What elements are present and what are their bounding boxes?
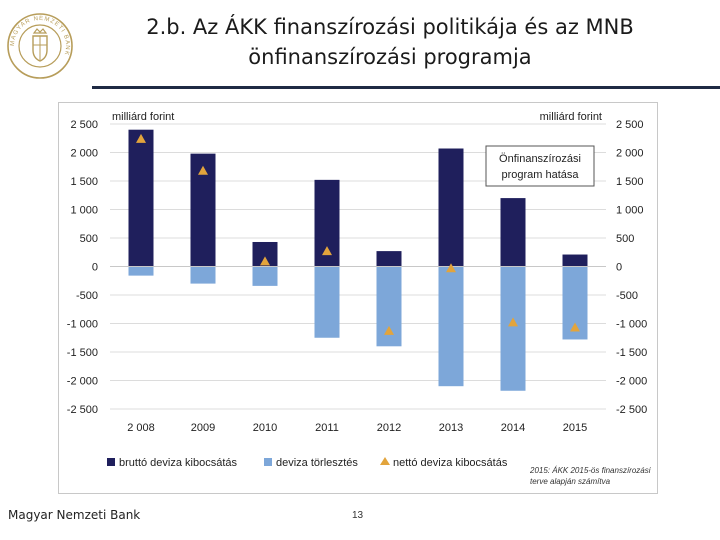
x-tick-label: 2010 xyxy=(253,422,277,434)
legend-label-repayment: deviza törlesztés xyxy=(276,457,358,469)
bar-repayment xyxy=(128,266,154,276)
y-tick-label-right: 0 xyxy=(616,262,622,274)
x-tick-label: 2011 xyxy=(315,422,339,434)
legend-label-gross: bruttó deviza kibocsátás xyxy=(119,457,238,469)
y-tick-label-right: 1 500 xyxy=(616,176,644,188)
y-tick-label-right: -1 500 xyxy=(616,347,647,359)
y-tick-label-left: 0 xyxy=(92,262,98,274)
y-tick-label-right: 500 xyxy=(616,233,634,245)
bar-gross-issuance xyxy=(562,254,588,267)
y-tick-label-left: -1 000 xyxy=(67,319,98,331)
slide-title-line-2: önfinanszírozási programja xyxy=(248,45,532,69)
callout-box xyxy=(485,145,595,187)
slide-title: 2.b. Az ÁKK finanszírozási politikája és… xyxy=(90,12,690,72)
y-tick-label-right: 2 500 xyxy=(616,119,644,131)
bar-gross-issuance xyxy=(500,198,526,267)
bar-repayment xyxy=(500,266,526,391)
page-number: 13 xyxy=(352,510,364,521)
bar-repayment xyxy=(190,266,216,284)
y-tick-label-right: -1 000 xyxy=(616,319,647,331)
y-tick-label-right: -500 xyxy=(616,290,638,302)
legend-swatch-repayment xyxy=(264,458,272,466)
x-tick-label: 2 008 xyxy=(127,422,155,434)
y-tick-label-left: -2 000 xyxy=(67,376,98,388)
marker-net-issuance xyxy=(446,263,456,273)
bar-gross-issuance xyxy=(438,148,464,267)
x-tick-label: 2009 xyxy=(191,422,215,434)
chart-note-line-1: 2015: ÁKK 2015-ös finanszírozási xyxy=(529,466,651,475)
marker-net-issuance xyxy=(198,165,208,175)
bar-gross-issuance xyxy=(376,251,402,267)
marker-net-issuance xyxy=(136,133,146,143)
slide-title-line-1: 2.b. Az ÁKK finanszírozási politikája és… xyxy=(146,15,634,39)
y-tick-label-left: 2 000 xyxy=(70,148,98,160)
x-tick-label: 2014 xyxy=(501,422,525,434)
x-tick-label: 2015 xyxy=(563,422,587,434)
y-tick-label-right: 2 000 xyxy=(616,148,644,160)
bar-repayment xyxy=(438,266,464,387)
y-tick-label-right: 1 000 xyxy=(616,205,644,217)
chart-note-line-2: terve alapján számítva xyxy=(530,477,611,486)
footer-bank-name: Magyar Nemzeti Bank xyxy=(8,508,141,522)
y-tick-label-left: 1 500 xyxy=(70,176,98,188)
y-tick-label-left: -500 xyxy=(76,290,98,302)
y-tick-label-right: -2 500 xyxy=(616,404,647,416)
y-axis-unit-right: milliárd forint xyxy=(540,111,602,123)
y-tick-label-left: 2 500 xyxy=(70,119,98,131)
y-axis-unit-left: milliárd forint xyxy=(112,111,174,123)
marker-net-issuance xyxy=(384,325,394,335)
bar-repayment xyxy=(314,266,340,338)
callout-line-1: Önfinanszírozási xyxy=(499,153,581,165)
y-tick-label-left: 1 000 xyxy=(70,205,98,217)
y-tick-label-right: -2 000 xyxy=(616,376,647,388)
mnb-logo: MAGYAR NEMZETI BANK xyxy=(7,13,73,79)
y-tick-label-left: -1 500 xyxy=(67,347,98,359)
callout-line-2: program hatása xyxy=(501,169,579,181)
marker-net-issuance xyxy=(322,246,332,256)
x-tick-label: 2013 xyxy=(439,422,463,434)
y-tick-label-left: -2 500 xyxy=(67,404,98,416)
bar-gross-issuance xyxy=(128,129,154,267)
bar-repayment xyxy=(252,266,278,286)
chart-frame xyxy=(58,102,658,494)
title-divider xyxy=(92,86,720,89)
marker-net-issuance xyxy=(508,317,518,327)
y-tick-label-left: 500 xyxy=(80,233,98,245)
marker-net-issuance xyxy=(570,322,580,332)
marker-net-issuance xyxy=(260,256,270,266)
legend-swatch-gross xyxy=(107,458,115,466)
x-tick-label: 2012 xyxy=(377,422,401,434)
legend-label-net: nettó deviza kibocsátás xyxy=(393,457,508,469)
legend-swatch-net xyxy=(380,457,390,465)
